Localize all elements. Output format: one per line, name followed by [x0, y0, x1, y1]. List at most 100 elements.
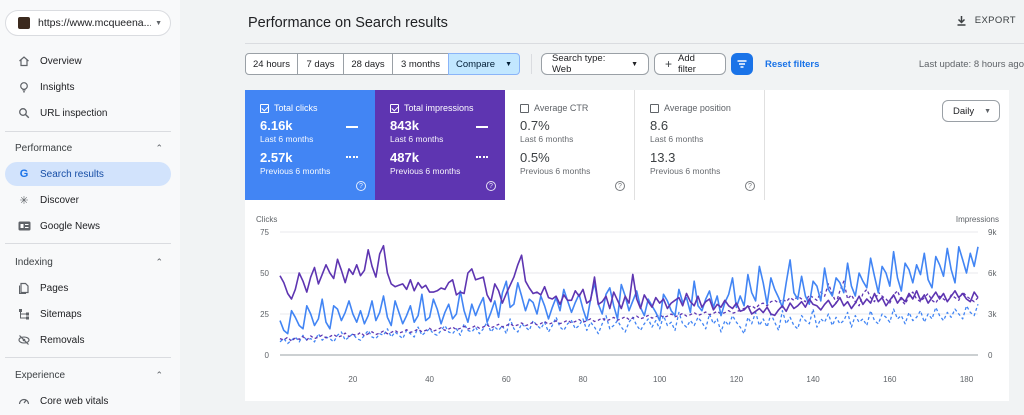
caret-down-icon: ▼ — [631, 60, 638, 68]
range-3-months[interactable]: 3 months — [392, 53, 449, 75]
section-experience[interactable]: Experience ⌃ — [5, 365, 171, 385]
sidebar: https://www.mcqueena... ▼ Overview Insig… — [0, 0, 180, 415]
metric-prev-value: 487k — [390, 150, 419, 165]
series-line-clicks-current — [279, 245, 979, 335]
metric-label: Total clicks — [274, 103, 318, 113]
pages-icon — [17, 281, 31, 295]
gn-icon — [17, 219, 31, 233]
solid-line-legend-icon — [346, 126, 358, 128]
y-tick-right: 6k — [988, 269, 997, 278]
sidebar-divider — [5, 243, 171, 244]
filter-icon — [737, 60, 747, 68]
checkbox-checked-icon[interactable] — [390, 103, 399, 113]
asterisk-icon: ✳ — [19, 194, 29, 207]
last-update-text: Last update: 8 hours ago — [918, 59, 1024, 70]
metric-average-position[interactable]: Average position 8.6 Last 6 months 13.3 … — [635, 90, 765, 200]
checkbox-unchecked-icon[interactable] — [520, 103, 529, 113]
metric-prev-value: 0.5% — [520, 150, 550, 165]
search-type-dropdown[interactable]: Search type: Web ▼ — [541, 53, 649, 75]
dashed-line-legend-icon — [346, 156, 358, 158]
x-tick: 60 — [502, 375, 511, 384]
help-icon[interactable]: ? — [745, 181, 755, 191]
metric-total-clicks[interactable]: Total clicks 6.16k Last 6 months 2.57k P… — [245, 90, 375, 200]
y-axis-left-title: Clicks — [256, 215, 277, 224]
reset-filters-link[interactable]: Reset filters — [765, 59, 820, 70]
series-line-clicks-previous — [279, 303, 979, 345]
y-tick-right: 3k — [988, 310, 997, 319]
help-icon[interactable]: ? — [486, 181, 496, 191]
section-label: Indexing — [15, 256, 53, 268]
nav-label: Sitemaps — [40, 308, 82, 320]
nav-label: Pages — [40, 282, 69, 294]
property-url: https://www.mcqueena... — [38, 17, 152, 29]
export-button[interactable]: EXPORT — [956, 15, 1016, 26]
caret-down-icon: ▼ — [155, 19, 162, 27]
nav-sitemaps[interactable]: Sitemaps — [5, 302, 171, 326]
series-line-impressions-previous — [279, 280, 979, 342]
nav-label: Overview — [40, 55, 82, 67]
nav-insights[interactable]: Insights — [5, 75, 171, 99]
metric-prev-value: 2.57k — [260, 150, 293, 165]
x-tick: 20 — [348, 375, 357, 384]
help-icon[interactable]: ? — [615, 181, 625, 191]
checkbox-checked-icon[interactable] — [260, 103, 269, 113]
nav-discover[interactable]: ✳ Discover — [5, 188, 171, 212]
metric-prev-period: Previous 6 months — [520, 166, 591, 176]
nav-search-results[interactable]: G Search results — [5, 162, 171, 186]
plus-icon: + — [665, 57, 673, 71]
nav-pages[interactable]: Pages — [5, 276, 171, 300]
nav-url-inspection[interactable]: URL inspection — [5, 101, 171, 125]
metric-period: Last 6 months — [650, 134, 704, 144]
metric-value: 843k — [390, 118, 419, 133]
performance-card: Total clicks 6.16k Last 6 months 2.57k P… — [245, 90, 1009, 401]
filter-icon-button[interactable] — [731, 53, 753, 75]
metric-prev-period: Previous 6 months — [650, 166, 721, 176]
lightbulb-icon — [17, 80, 31, 94]
metric-period: Last 6 months — [260, 134, 314, 144]
add-filter-button[interactable]: + Add filter — [654, 53, 726, 75]
metric-total-impressions[interactable]: Total impressions 843k Last 6 months 487… — [375, 90, 505, 200]
metric-period: Last 6 months — [390, 134, 444, 144]
nav-removals[interactable]: Removals — [5, 328, 171, 352]
nav-label: Discover — [40, 194, 79, 206]
range-7-days[interactable]: 7 days — [297, 53, 344, 75]
granularity-dropdown[interactable]: Daily ▼ — [942, 100, 1000, 122]
gauge-icon — [17, 394, 31, 408]
y-tick-right: 0 — [988, 351, 993, 360]
metric-period: Last 6 months — [520, 134, 574, 144]
chart-series — [279, 244, 979, 345]
site-favicon-icon — [18, 17, 30, 29]
add-filter-label: Add filter — [678, 53, 696, 75]
metric-value: 8.6 — [650, 118, 669, 133]
granularity-label: Daily — [953, 105, 975, 117]
metric-average-ctr[interactable]: Average CTR 0.7% Last 6 months 0.5% Prev… — [505, 90, 635, 200]
chevron-up-icon: ⌃ — [155, 256, 163, 267]
download-icon — [957, 16, 966, 26]
nav-label: Google News — [40, 220, 101, 232]
header-divider — [245, 43, 1024, 44]
nav-label: Removals — [40, 334, 85, 346]
checkbox-unchecked-icon[interactable] — [650, 103, 659, 113]
section-indexing[interactable]: Indexing ⌃ — [5, 252, 171, 272]
y-tick-left: 50 — [260, 269, 269, 278]
performance-line-chart: Clicks Impressions 0 0 25 3k 50 6k 75 9k 20 40 60 8… — [256, 215, 999, 384]
y-tick-left: 25 — [260, 310, 269, 319]
nav-label: Core web vitals — [40, 395, 109, 407]
section-performance[interactable]: Performance ⌃ — [5, 138, 171, 158]
series-line-impressions-current — [279, 244, 979, 317]
x-tick: 160 — [883, 375, 897, 384]
property-selector[interactable]: https://www.mcqueena... ▼ — [5, 10, 171, 36]
nav-overview[interactable]: Overview — [5, 49, 171, 73]
compare-dropdown[interactable]: Compare ▼ — [448, 53, 520, 75]
y-tick-left: 0 — [265, 351, 270, 360]
removals-icon — [17, 333, 31, 347]
nav-label: URL inspection — [40, 107, 108, 119]
range-28-days[interactable]: 28 days — [343, 53, 393, 75]
help-icon[interactable]: ? — [356, 181, 366, 191]
nav-core-web-vitals[interactable]: Core web vitals — [5, 389, 171, 413]
sitemap-icon — [17, 307, 31, 321]
page-title: Performance on Search results — [248, 15, 448, 31]
x-tick: 180 — [960, 375, 974, 384]
range-24-hours[interactable]: 24 hours — [245, 53, 298, 75]
nav-google-news[interactable]: Google News — [5, 214, 171, 238]
